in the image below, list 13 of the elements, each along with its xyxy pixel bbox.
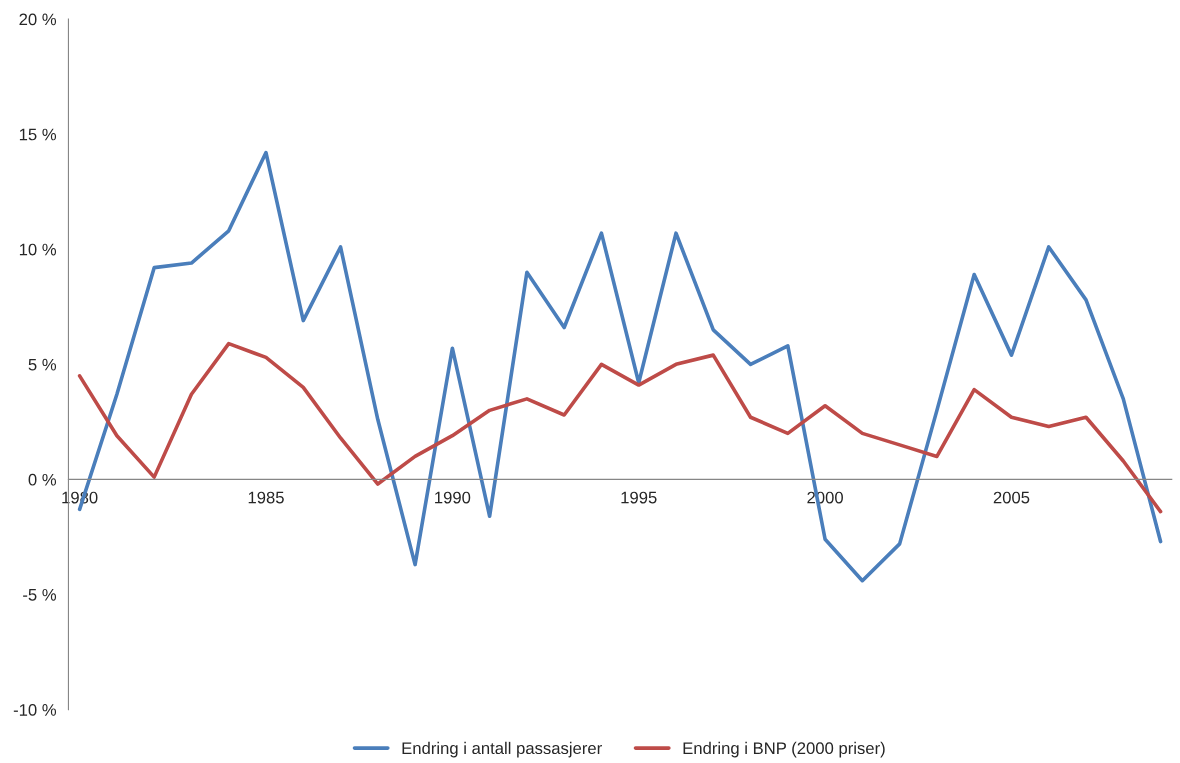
y-tick-label: -5 %: [23, 588, 57, 601]
y-tick-label: -10 %: [13, 703, 57, 716]
y-tick-label: 10 %: [19, 243, 57, 256]
y-tick-label: 15 %: [19, 128, 57, 141]
x-tick-label: 1990: [435, 491, 471, 504]
legend-label: Endring i antall passasjerer: [402, 741, 602, 758]
x-tick-label: 1985: [248, 491, 284, 504]
y-tick-label: 20 %: [19, 13, 57, 26]
legend-label: Endring i BNP (2000 priser): [683, 741, 885, 758]
y-tick-label: 5 %: [28, 358, 57, 371]
x-tick-label: 2005: [993, 491, 1030, 504]
y-tick-label: 0 %: [28, 473, 57, 486]
x-tick-label: 1995: [621, 491, 657, 504]
